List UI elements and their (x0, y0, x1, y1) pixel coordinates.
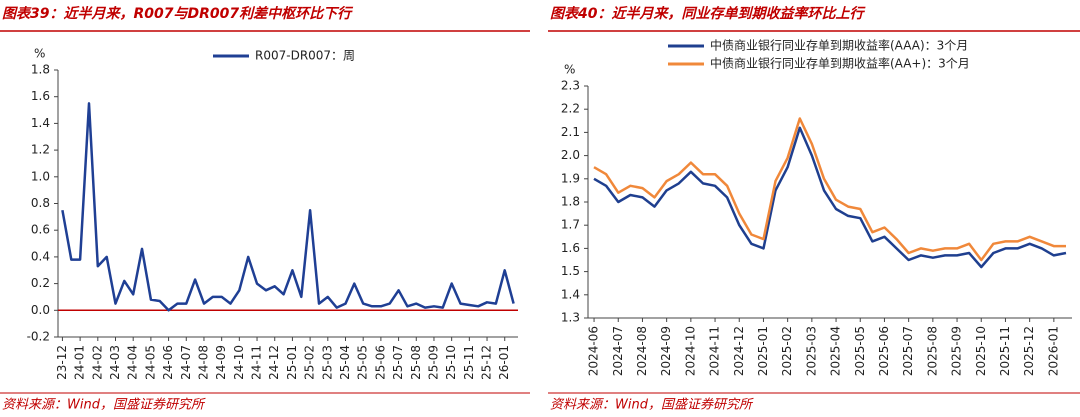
y-tick-label: 2.0 (561, 148, 580, 162)
y-tick-label: 1.0 (31, 169, 50, 183)
y-tick-label: 0.6 (31, 223, 50, 237)
series-line (61, 102, 515, 312)
y-tick-label: 1.6 (561, 241, 580, 255)
x-tick-label: 24-10 (232, 345, 246, 380)
x-tick-label: 25-04 (338, 345, 352, 380)
y-axis-label: % (34, 47, 45, 61)
x-tick-label: 24-07 (179, 345, 193, 380)
x-tick-label: 2026-01 (1046, 326, 1060, 376)
source: 资料来源：Wind，国盛证券研究所 (550, 397, 754, 413)
x-tick-label: 23-12 (55, 345, 69, 380)
y-tick-label: 1.8 (561, 195, 580, 209)
x-tick-label: 2025-02 (780, 326, 794, 376)
x-tick-label: 25-09 (426, 345, 440, 380)
y-tick-label: 1.5 (561, 264, 580, 278)
y-tick-label: 2.3 (561, 79, 580, 93)
y-tick-label: -0.2 (27, 330, 50, 344)
x-tick-label: 2025-11 (998, 326, 1012, 376)
x-tick-label: 25-07 (391, 345, 405, 380)
x-tick-label: 25-05 (356, 345, 370, 380)
x-tick-label: 2024-09 (659, 326, 673, 376)
series-line (593, 117, 1066, 262)
x-tick-label: 24-11 (250, 345, 264, 380)
x-tick-label: 25-01 (285, 345, 299, 380)
x-tick-label: 24-02 (90, 345, 104, 380)
x-tick-label: 2024-06 (587, 326, 601, 376)
x-tick-label: 2025-06 (877, 326, 891, 376)
x-tick-label: 24-03 (108, 345, 122, 380)
legend-label: 中债商业银行同业存单到期收益率(AAA)：3个月 (710, 38, 968, 53)
x-tick-label: 24-04 (126, 345, 140, 380)
x-tick-label: 25-03 (320, 345, 334, 380)
x-tick-label: 25-08 (409, 345, 423, 380)
y-tick-label: 1.7 (561, 218, 580, 232)
x-tick-label: 24-01 (73, 345, 87, 380)
x-tick-label: 2025-08 (925, 326, 939, 376)
x-tick-label: 2024-07 (611, 326, 625, 376)
x-tick-label: 24-05 (143, 345, 157, 380)
legend-label: R007-DR007：周 (255, 49, 355, 63)
x-tick-label: 2025-09 (950, 326, 964, 376)
x-tick-label: 2025-01 (756, 326, 770, 376)
y-tick-label: 1.3 (561, 311, 580, 325)
x-tick-label: 2024-12 (732, 326, 746, 376)
x-tick-label: 25-06 (373, 345, 387, 380)
x-tick-label: 2024-10 (683, 326, 697, 376)
x-tick-label: 2025-05 (853, 326, 867, 376)
x-tick-label: 25-12 (480, 345, 494, 380)
y-tick-label: 1.4 (561, 287, 580, 301)
x-tick-label: 26-01 (497, 345, 511, 380)
y-tick-label: 1.6 (31, 89, 50, 103)
y-tick-label: 0.8 (31, 196, 50, 210)
x-tick-label: 2025-12 (1022, 326, 1036, 376)
source: 资料来源：Wind，国盛证券研究所 (2, 397, 206, 413)
y-tick-label: 0.4 (31, 249, 50, 263)
x-tick-label: 2025-10 (974, 326, 988, 376)
x-tick-label: 24-09 (214, 345, 228, 380)
legend-label: 中债商业银行同业存单到期收益率(AA+)：3个月 (710, 56, 970, 71)
x-tick-label: 24-12 (267, 345, 281, 380)
x-tick-label: 25-10 (444, 345, 458, 380)
x-tick-label: 2025-07 (901, 326, 915, 376)
y-tick-label: 1.2 (31, 143, 50, 157)
x-tick-label: 2025-04 (829, 326, 843, 376)
chart-title: 图表40：近半月来，同业存单到期收益率环比上行 (550, 5, 866, 22)
x-tick-label: 25-11 (462, 345, 476, 380)
y-tick-label: 0.2 (31, 276, 50, 290)
x-tick-label: 24-06 (161, 345, 175, 380)
y-tick-label: 2.1 (561, 125, 580, 139)
chart-title: 图表39：近半月来，R007与DR007利差中枢环比下行 (2, 5, 354, 22)
x-tick-label: 2024-08 (635, 326, 649, 376)
x-tick-label: 25-02 (303, 345, 317, 380)
y-tick-label: 1.9 (561, 171, 580, 185)
x-tick-label: 24-08 (196, 345, 210, 380)
series-line (593, 126, 1067, 269)
y-tick-label: 0.0 (31, 303, 50, 317)
x-tick-label: 2025-03 (804, 326, 818, 376)
y-axis-label: % (564, 63, 575, 77)
y-tick-label: 1.8 (31, 63, 50, 77)
y-tick-label: 1.4 (31, 116, 50, 130)
x-tick-label: 2024-11 (708, 326, 722, 376)
y-tick-label: 2.2 (561, 102, 580, 116)
